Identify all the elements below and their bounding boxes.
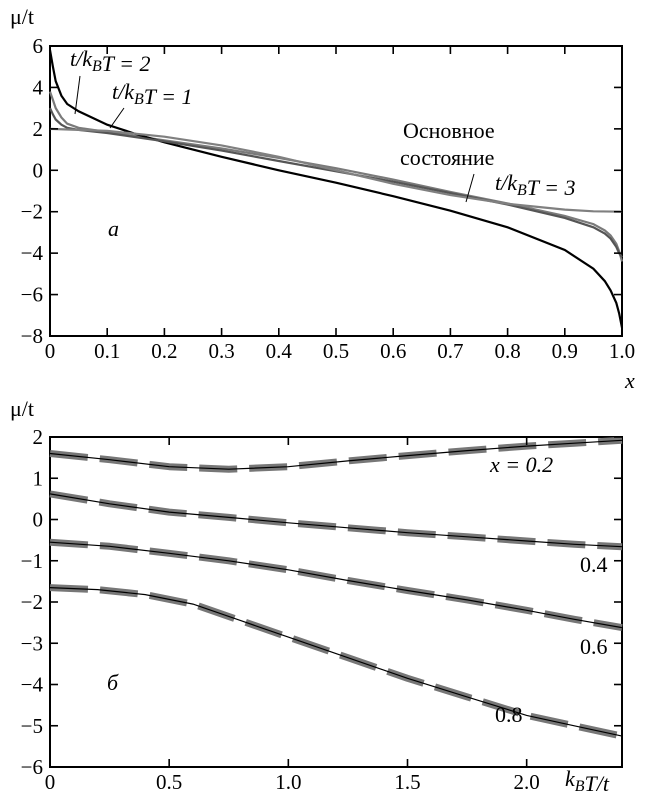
panel-b-annotation-x06: 0.6 xyxy=(580,634,608,659)
panel-b-series-x-2 xyxy=(49,541,623,629)
y-tick-label: −2 xyxy=(21,590,43,614)
panel-a-letter: а xyxy=(108,216,119,241)
x-tick-label: 0.8 xyxy=(494,339,520,363)
panel-a-annotation-t2: t/kBT = 2 xyxy=(70,46,150,76)
panel-b-ticks: 0 0.5 1.0 1.5 2.0 2 1 0 −1 −2 −3 −4 −5 −6 xyxy=(21,425,622,794)
y-tick-label: −1 xyxy=(21,549,43,573)
panel-b-series-x-1 xyxy=(49,493,623,548)
panel-a-annotation-ground-2: состояние xyxy=(400,145,494,170)
panel-a-leader-ground xyxy=(465,173,475,203)
x-tick-label: 1.5 xyxy=(394,770,420,794)
panel-b-ylabel: μ/t xyxy=(10,396,34,421)
y-tick-label: 0 xyxy=(33,158,44,182)
panel-b-dashed-x-1 xyxy=(49,490,623,551)
panel-a-annotation-t3: t/kBT = 3 xyxy=(495,170,575,200)
y-tick-label: −8 xyxy=(21,324,43,348)
panel-b-dashed-x-2 xyxy=(49,538,623,632)
panel-b-series xyxy=(49,436,623,740)
panel-a-leader-t1 xyxy=(109,107,125,129)
x-tick-label: 0.2 xyxy=(151,339,177,363)
y-tick-label: 2 xyxy=(33,117,44,141)
y-tick-label: 0 xyxy=(33,508,44,532)
panel-a-series-3 xyxy=(49,127,623,213)
panel-a-ylabel: μ/t xyxy=(10,4,34,29)
panel-b-xlabel: kBT/t xyxy=(565,766,610,794)
y-tick-label: 1 xyxy=(33,466,44,490)
x-tick-label: 0.7 xyxy=(437,339,463,363)
x-tick-label: 0.5 xyxy=(156,770,182,794)
panel-a-series xyxy=(48,49,624,328)
x-tick-label: 0.3 xyxy=(208,339,234,363)
panel-b-annotation-x04: 0.4 xyxy=(580,552,608,577)
x-tick-label: 0 xyxy=(45,770,56,794)
y-tick-label: −5 xyxy=(21,714,43,738)
panel-b-series-x-3 xyxy=(49,587,623,737)
panel-a-annotation-ground-1: Основное xyxy=(403,118,495,143)
x-tick-label: 2.0 xyxy=(514,770,540,794)
x-tick-label: 0.6 xyxy=(380,339,406,363)
panel-b-letter: б xyxy=(107,670,119,695)
panel-b-annotation-x02: x = 0.2 xyxy=(489,452,553,477)
x-tick-label: 1.0 xyxy=(609,339,635,363)
y-tick-label: −2 xyxy=(21,200,43,224)
panel-b: 0 0.5 1.0 1.5 2.0 2 1 0 −1 −2 −3 −4 −5 −6 μ/t kBT/t б… xyxy=(10,396,623,794)
x-tick-label: 0 xyxy=(45,339,56,363)
y-tick-label: 6 xyxy=(33,34,44,58)
x-tick-label: 0.4 xyxy=(266,339,293,363)
x-tick-label: 0.1 xyxy=(94,339,120,363)
y-tick-label: −4 xyxy=(21,241,44,265)
panel-a-leader-t2 xyxy=(74,75,81,115)
x-tick-label: 0.5 xyxy=(323,339,349,363)
y-tick-label: −4 xyxy=(21,673,44,697)
panel-a: 0 0.1 0.2 0.3 0.4 0.5 0.6 0.7 0.8 0.9 1.0 6 4 2 0 −2 −4 −… xyxy=(10,4,635,393)
panel-a-annotation-t1: t/kBT = 1 xyxy=(112,79,192,109)
panel-a-series-1 xyxy=(48,49,624,328)
panel-b-dashed-x-3 xyxy=(49,584,623,740)
panel-a-ticks: 0 0.1 0.2 0.3 0.4 0.5 0.6 0.7 0.8 0.9 1.0 6 4 2 0 −2 −4 −… xyxy=(21,34,635,363)
y-tick-label: −3 xyxy=(21,631,43,655)
x-tick-label: 1.0 xyxy=(275,770,301,794)
panel-a-xlabel: x xyxy=(624,368,635,393)
y-tick-label: −6 xyxy=(21,283,43,307)
y-tick-label: 2 xyxy=(33,425,44,449)
panel-b-annotation-x08: 0.8 xyxy=(495,702,523,727)
x-tick-label: 0.9 xyxy=(552,339,578,363)
y-tick-label: 4 xyxy=(33,75,44,99)
panel-b-series-x-0 xyxy=(49,439,623,470)
panel-a-series-2 xyxy=(49,107,623,258)
y-tick-label: −6 xyxy=(21,755,43,779)
